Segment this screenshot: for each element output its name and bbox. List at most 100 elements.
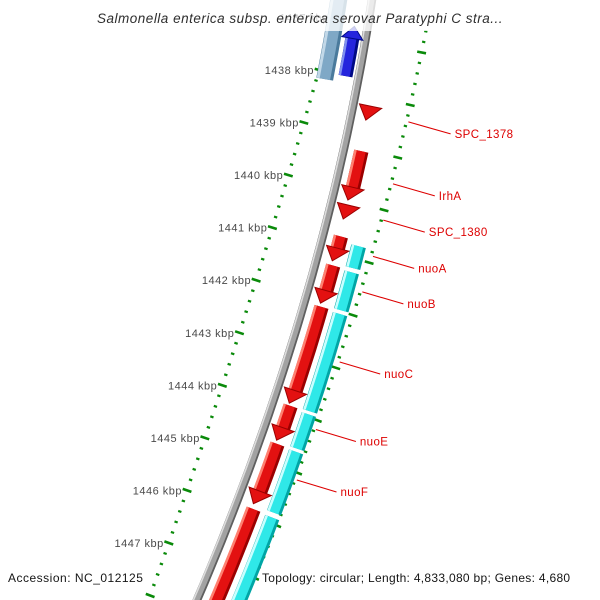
gene-arrow-nuoB[interactable] [314,286,339,304]
ruler-tick [387,187,392,191]
secondary-track-segment[interactable] [290,412,305,448]
gene-arrow-IrhA[interactable] [347,149,366,189]
gene-arrow-unnamed[interactable] [193,507,258,600]
ruler-tick [163,551,168,556]
ruler-tick [223,373,228,377]
ruler-tick [206,425,211,429]
gene-arrow-nuoA[interactable] [332,234,346,250]
ruler-tick [289,163,294,167]
ruler-tick [195,457,200,461]
gene-arrow-nuoC[interactable] [289,305,326,393]
genome-backbone [193,0,375,600]
secondary-track-segment[interactable] [303,312,345,413]
ruler-tick [260,257,265,261]
ruler-tick-label: 1446 kbp [133,485,182,497]
gene-arrow-nuoF[interactable] [253,441,273,490]
gene-label-nuoE[interactable]: nuoE [360,437,388,449]
secondary-track-segment[interactable] [335,270,357,312]
ruler-tick [406,114,410,117]
genome-backbone [192,0,377,600]
gene-label-nuoA[interactable]: nuoA [418,263,446,275]
gene-arrow-nuoA[interactable] [325,244,351,262]
ruler-tick [337,355,342,359]
ruler-tick [230,352,235,356]
ruler-tick [305,110,309,114]
gene-arrow-nuoC[interactable] [288,304,317,390]
ruler-tick [347,324,352,328]
ruler-tick [330,376,335,380]
ruler-tick [415,72,420,75]
secondary-track-segment[interactable] [303,312,336,410]
secondary-track-segment[interactable] [268,449,301,515]
ruler-tick [416,50,427,55]
gene-arrow-nuoB[interactable] [319,263,329,290]
ruler-tick [326,387,331,391]
gene-label-SPC_1380[interactable]: SPC_1380 [429,227,488,239]
secondary-track-segment[interactable] [346,244,364,270]
gene-arrow-nuoF[interactable] [254,442,282,493]
gene-arrow-nuoB[interactable] [320,264,338,292]
secondary-track-segment[interactable] [346,244,355,267]
ruler-tick [295,142,300,146]
ruler-tick [298,131,303,135]
gene-label-nuoB[interactable]: nuoB [407,299,435,311]
ruler-tick-label: 1439 kbp [250,118,299,130]
gene-label-IrhA[interactable]: IrhA [439,191,462,203]
gene-label-leader [296,479,337,493]
gene-arrow-unnamed[interactable] [188,506,250,600]
gene-arrow-nuoC[interactable] [283,386,308,404]
gene-arrow-IrhA[interactable] [345,149,357,187]
ruler-tick [405,102,415,108]
ruler-tick [379,207,389,213]
ruler-tick [163,540,174,546]
gene-arrow-nuoA[interactable] [330,234,337,248]
secondary-track-segment[interactable] [334,270,348,310]
ruler-tick [401,135,405,138]
gene-arrow-nuoE[interactable] [277,404,295,430]
ruler-tick [192,467,197,471]
gene-label-nuoC[interactable]: nuoC [384,369,413,381]
gene-label-leader [315,428,357,443]
title-overlay-layer [0,0,600,31]
ruler-tick-label: 1445 kbp [151,433,200,445]
gene-label-leader [362,291,404,305]
ruler-arc-inner [145,5,339,599]
ruler-tick [307,439,312,443]
ruler-tick [257,268,262,272]
gene-arrow-nuoF[interactable] [248,486,273,505]
gene-arrow-IrhA[interactable] [340,183,366,201]
gene-arrow-nuoE[interactable] [276,403,287,427]
gene-arrow-SPC_1378[interactable] [358,103,383,121]
ruler-tick [370,250,375,254]
ruler-tick [421,40,426,44]
ruler-tick [423,30,428,33]
feature-tracks [188,0,383,600]
gene-arrow-reverse[interactable] [339,37,357,77]
ruler-tick [385,198,389,202]
ruler-tick [276,205,281,209]
secondary-track-segment[interactable] [199,515,268,600]
ruler-tick [299,120,309,126]
gene-arrow-reverse[interactable] [338,37,348,76]
gene-arrowhead-reverse[interactable] [340,25,364,41]
ruler-tick [188,478,193,482]
gene-arrow-SPC_1380[interactable] [336,201,361,220]
gene-labels: SPC_1378 IrhA SPC_1380 nuoA nuoB nuoC nuoE nuoF [296,121,514,499]
secondary-track-segment[interactable] [203,515,277,600]
ruler-tick [151,583,156,587]
gene-label-nuoF[interactable]: nuoF [341,487,369,499]
gene-arrow-nuoE[interactable] [271,423,296,441]
ruler-tick [170,530,175,535]
ruler-tick [393,155,403,160]
ruler-tick [348,312,358,318]
gene-label-SPC_1378[interactable]: SPC_1378 [455,129,514,141]
status-summary: Topology: circular; Length: 4,833,080 bp… [262,571,571,585]
ruler-tick [308,100,312,104]
ruler-tick [216,394,221,398]
ruler-tick-label: 1443 kbp [185,328,234,340]
ruler-tick [200,435,210,441]
secondary-track-segment[interactable] [267,449,292,512]
secondary-track-segment[interactable] [291,412,314,451]
